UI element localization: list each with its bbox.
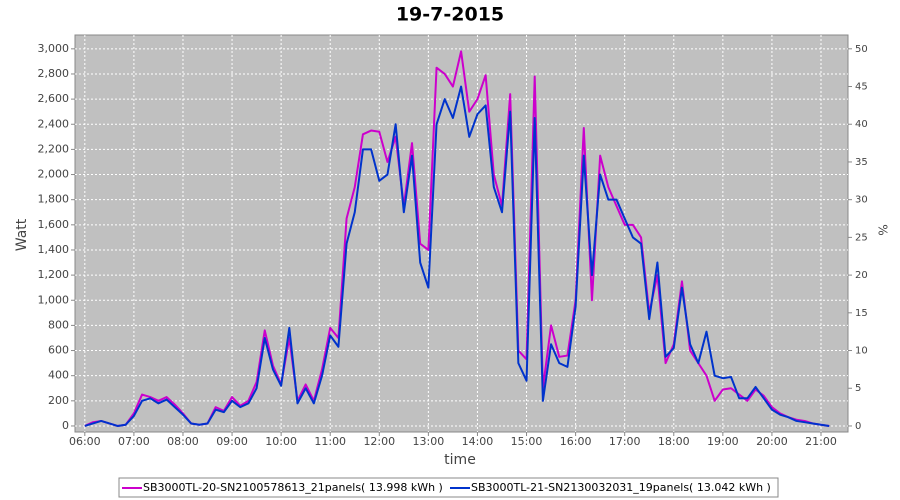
y-tick-label: 1,600 bbox=[38, 218, 70, 231]
x-tick-label: 16:00 bbox=[560, 435, 592, 448]
y-tick-label: 2,600 bbox=[38, 92, 70, 105]
y-tick-label: 3,000 bbox=[38, 42, 70, 55]
y2-tick-label: 30 bbox=[855, 195, 868, 206]
x-tick-label: 15:00 bbox=[511, 435, 543, 448]
y2-tick-label: 10 bbox=[855, 346, 868, 357]
y2-tick-label: 15 bbox=[855, 308, 868, 319]
y-tick-label: 600 bbox=[48, 344, 69, 357]
plot-area bbox=[74, 34, 849, 433]
y2-tick-label: 35 bbox=[855, 157, 868, 168]
x-tick-label: 12:00 bbox=[363, 435, 395, 448]
x-tick-label: 20:00 bbox=[756, 435, 788, 448]
x-tick-label: 17:00 bbox=[609, 435, 641, 448]
y-tick-label: 1,800 bbox=[38, 193, 70, 206]
y2-tick-label: 5 bbox=[855, 383, 861, 394]
y-tick-label: 1,000 bbox=[38, 293, 70, 306]
y-tick-label: 2,200 bbox=[38, 142, 70, 155]
x-tick-label: 21:00 bbox=[805, 435, 837, 448]
x-tick-label: 09:00 bbox=[216, 435, 248, 448]
x-axis-label: time bbox=[444, 452, 476, 468]
x-tick-label: 18:00 bbox=[658, 435, 690, 448]
y-tick-label: 2,000 bbox=[38, 168, 70, 181]
y2-tick-label: 25 bbox=[855, 232, 868, 243]
legend bbox=[118, 477, 779, 498]
y2-tick-label: 40 bbox=[855, 119, 868, 130]
y-tick-label: 1,400 bbox=[38, 243, 70, 256]
y2-tick-label: 20 bbox=[855, 270, 868, 281]
x-tick-label: 10:00 bbox=[265, 435, 297, 448]
y-axis-label: Watt bbox=[14, 218, 30, 251]
x-tick-label: 14:00 bbox=[462, 435, 494, 448]
legend-label: SB3000TL-20-SN2100578613_21panels( 13.99… bbox=[143, 481, 443, 494]
x-tick-label: 07:00 bbox=[118, 435, 150, 448]
y-tick-label: 1,200 bbox=[38, 268, 70, 281]
y-tick-label: 0 bbox=[62, 419, 69, 432]
data-line bbox=[84, 85, 830, 427]
y2-tick-label: 45 bbox=[855, 82, 868, 93]
x-tick-label: 19:00 bbox=[707, 435, 739, 448]
x-tick-label: 13:00 bbox=[413, 435, 445, 448]
chart-title: 19-7-2015 bbox=[396, 4, 504, 26]
x-tick-label: 08:00 bbox=[167, 435, 199, 448]
legend-label: SB3000TL-21-SN2130032031_19panels( 13.04… bbox=[471, 481, 771, 494]
y2-tick-label: 50 bbox=[855, 44, 868, 55]
y-tick-label: 2,400 bbox=[38, 117, 70, 130]
y2-axis-label: % bbox=[876, 224, 890, 235]
x-tick-label: 11:00 bbox=[314, 435, 346, 448]
y-tick-label: 2,800 bbox=[38, 67, 70, 80]
y-tick-label: 400 bbox=[48, 369, 69, 382]
y2-tick-label: 0 bbox=[855, 421, 861, 432]
x-tick-label: 06:00 bbox=[69, 435, 101, 448]
y-tick-label: 200 bbox=[48, 394, 69, 407]
y-tick-label: 800 bbox=[48, 318, 69, 331]
